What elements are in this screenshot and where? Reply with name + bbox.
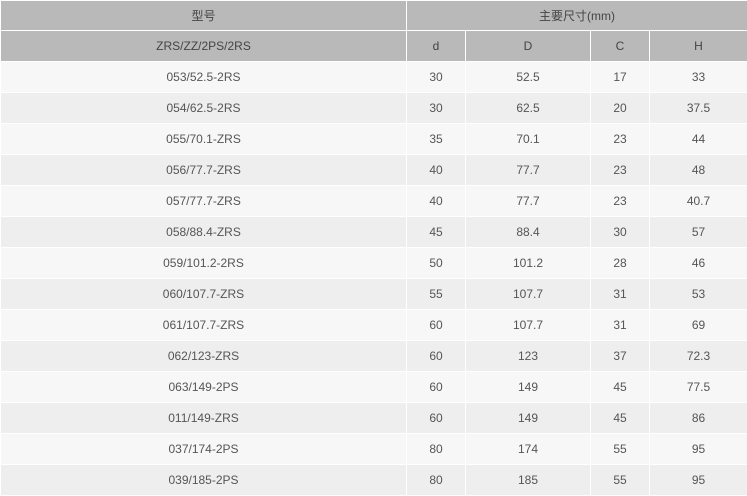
cell-d: 60 — [407, 372, 466, 403]
cell-C: 30 — [591, 217, 650, 248]
cell-H: 37.5 — [650, 93, 747, 124]
cell-D: 62.5 — [466, 93, 591, 124]
cell-H: 77.5 — [650, 372, 747, 403]
cell-d: 60 — [407, 341, 466, 372]
cell-C: 23 — [591, 155, 650, 186]
cell-H: 95 — [650, 434, 747, 465]
col-H-header: H — [650, 31, 747, 62]
cell-H: 95 — [650, 465, 747, 496]
cell-D: 123 — [466, 341, 591, 372]
cell-model: 054/62.5-2RS — [1, 93, 407, 124]
cell-model: 055/70.1-ZRS — [1, 124, 407, 155]
cell-d: 60 — [407, 403, 466, 434]
cell-d: 30 — [407, 62, 466, 93]
cell-d: 80 — [407, 465, 466, 496]
cell-D: 88.4 — [466, 217, 591, 248]
cell-d: 40 — [407, 186, 466, 217]
cell-model: 039/185-2PS — [1, 465, 407, 496]
cell-d: 80 — [407, 434, 466, 465]
cell-C: 17 — [591, 62, 650, 93]
cell-d: 50 — [407, 248, 466, 279]
cell-D: 107.7 — [466, 279, 591, 310]
cell-D: 52.5 — [466, 62, 591, 93]
cell-D: 77.7 — [466, 186, 591, 217]
cell-d: 55 — [407, 279, 466, 310]
cell-C: 23 — [591, 186, 650, 217]
cell-C: 28 — [591, 248, 650, 279]
cell-D: 149 — [466, 403, 591, 434]
cell-D: 70.1 — [466, 124, 591, 155]
col-d-header: d — [407, 31, 466, 62]
cell-d: 60 — [407, 310, 466, 341]
dimensions-header: 主要尺寸(mm) — [407, 1, 747, 31]
model-header: 型号 — [1, 1, 407, 31]
cell-D: 174 — [466, 434, 591, 465]
cell-model: 056/77.7-ZRS — [1, 155, 407, 186]
cell-H: 53 — [650, 279, 747, 310]
cell-model: 057/77.7-ZRS — [1, 186, 407, 217]
cell-H: 72.3 — [650, 341, 747, 372]
cell-model: 037/174-2PS — [1, 434, 407, 465]
cell-C: 45 — [591, 372, 650, 403]
cell-D: 101.2 — [466, 248, 591, 279]
cell-model: 058/88.4-ZRS — [1, 217, 407, 248]
cell-model: 011/149-ZRS — [1, 403, 407, 434]
cell-d: 35 — [407, 124, 466, 155]
col-D-header: D — [466, 31, 591, 62]
cell-d: 30 — [407, 93, 466, 124]
col-C-header: C — [591, 31, 650, 62]
cell-C: 37 — [591, 341, 650, 372]
cell-d: 45 — [407, 217, 466, 248]
cell-C: 23 — [591, 124, 650, 155]
cell-model: 061/107.7-ZRS — [1, 310, 407, 341]
cell-H: 44 — [650, 124, 747, 155]
cell-C: 31 — [591, 279, 650, 310]
cell-C: 55 — [591, 465, 650, 496]
cell-D: 77.7 — [466, 155, 591, 186]
cell-H: 86 — [650, 403, 747, 434]
cell-D: 185 — [466, 465, 591, 496]
cell-H: 48 — [650, 155, 747, 186]
cell-model: 059/101.2-2RS — [1, 248, 407, 279]
cell-model: 062/123-ZRS — [1, 341, 407, 372]
cell-D: 149 — [466, 372, 591, 403]
cell-C: 55 — [591, 434, 650, 465]
variant-header: ZRS/ZZ/2PS/2RS — [1, 31, 407, 62]
cell-H: 46 — [650, 248, 747, 279]
cell-H: 69 — [650, 310, 747, 341]
cell-d: 40 — [407, 155, 466, 186]
cell-H: 40.7 — [650, 186, 747, 217]
cell-H: 57 — [650, 217, 747, 248]
cell-D: 107.7 — [466, 310, 591, 341]
cell-C: 31 — [591, 310, 650, 341]
cell-model: 053/52.5-2RS — [1, 62, 407, 93]
cell-C: 20 — [591, 93, 650, 124]
cell-C: 45 — [591, 403, 650, 434]
cell-model: 063/149-2PS — [1, 372, 407, 403]
cell-H: 33 — [650, 62, 747, 93]
cell-model: 060/107.7-ZRS — [1, 279, 407, 310]
